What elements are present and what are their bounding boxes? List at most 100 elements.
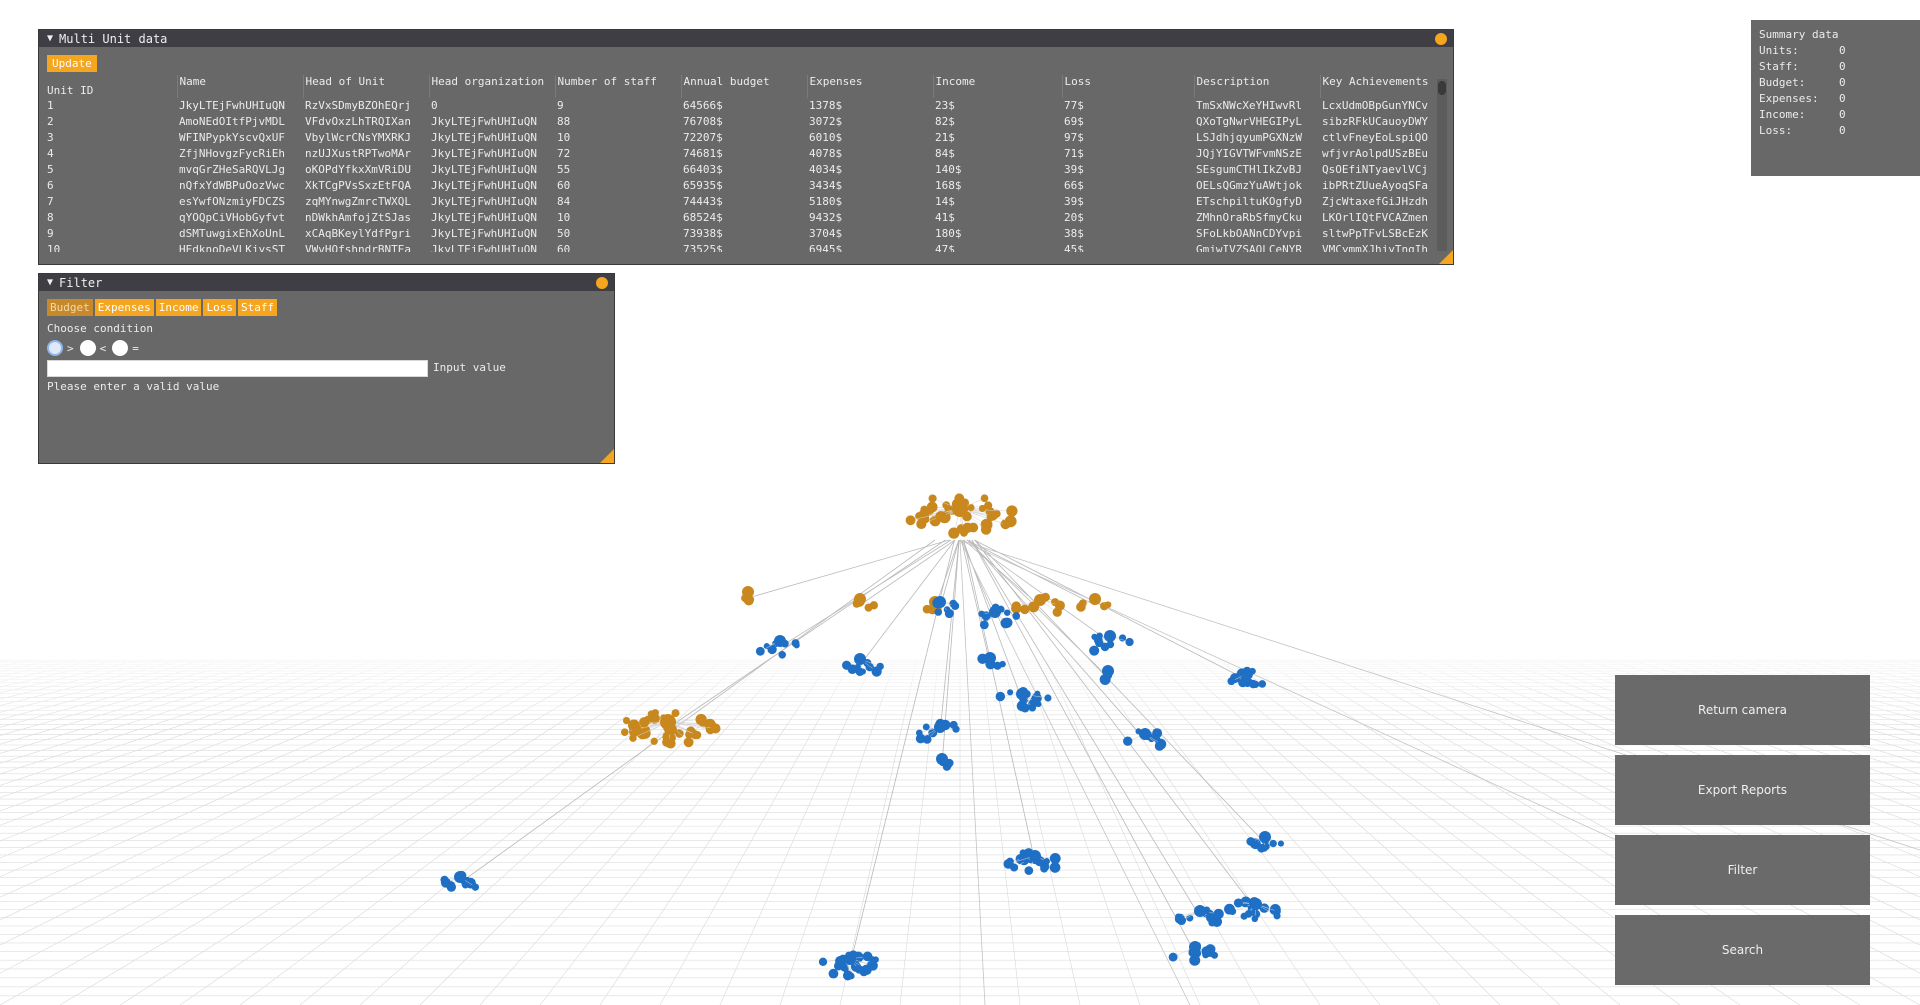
cluster-hub-node[interactable]: [844, 953, 856, 965]
graph-node[interactable]: [1011, 603, 1022, 614]
resize-grip-icon[interactable]: [1439, 250, 1453, 264]
graph-node[interactable]: [683, 737, 694, 748]
graph-node[interactable]: [1189, 954, 1201, 966]
graph-node[interactable]: [671, 709, 680, 718]
cluster-hub-node[interactable]: [1104, 630, 1116, 642]
graph-node[interactable]: [842, 660, 852, 670]
cluster-hub-node[interactable]: [1034, 594, 1046, 606]
table-row[interactable]: 7 esYwfONzmiyFDCZS zqMYnwgZmrcTWXQL JkyLTEj…: [45, 194, 1445, 210]
cluster-hub-node[interactable]: [934, 596, 946, 608]
window-close-icon[interactable]: [596, 277, 608, 289]
graph-node[interactable]: [1186, 914, 1194, 922]
graph-node[interactable]: [639, 717, 650, 728]
cluster-hub-node[interactable]: [742, 586, 754, 598]
graph-node[interactable]: [922, 604, 932, 614]
table-row[interactable]: 3 WFINPypkYscvQxUF VbylWcrCNsYMXRKJ JkyLTEj…: [45, 130, 1445, 146]
graph-node[interactable]: [952, 725, 960, 733]
graph-node[interactable]: [1003, 859, 1014, 869]
column-header[interactable]: Annual budget: [681, 75, 808, 98]
unit-cluster[interactable]: [915, 718, 960, 744]
table-row[interactable]: 1 JkyLTEjFwhUHIuQN RzVxSDmyBZOhEQrj 0 9 64566…: [45, 98, 1445, 114]
column-header[interactable]: Head organization: [429, 75, 556, 98]
graph-node[interactable]: [835, 956, 845, 966]
graph-node[interactable]: [1152, 728, 1163, 739]
tab-expenses[interactable]: Expenses: [94, 299, 154, 316]
graph-node[interactable]: [1244, 909, 1253, 918]
unit-cluster[interactable]: [842, 653, 884, 677]
unit-cluster[interactable]: [977, 652, 1006, 670]
graph-node[interactable]: [1044, 694, 1052, 702]
organization-cluster[interactable]: [620, 709, 721, 749]
graph-node[interactable]: [978, 504, 987, 513]
column-header[interactable]: Name: [177, 75, 304, 98]
export-reports-button[interactable]: Export Reports: [1615, 755, 1870, 825]
organization-cluster[interactable]: [741, 586, 755, 606]
table-row[interactable]: 6 nQfxYdWBPuOozVwc XkTCgPVsSxzEtFQA JkyLTEj…: [45, 178, 1445, 194]
graph-node[interactable]: [978, 610, 985, 618]
graph-node[interactable]: [1040, 864, 1049, 873]
graph-node[interactable]: [951, 601, 960, 610]
graph-node[interactable]: [862, 951, 873, 962]
unit-cluster[interactable]: [1003, 848, 1061, 875]
graph-node[interactable]: [1168, 952, 1178, 962]
graph-node[interactable]: [980, 494, 989, 503]
multi-unit-data-title-bar[interactable]: ▼ Multi Unit data: [39, 30, 1453, 47]
graph-node[interactable]: [1277, 840, 1285, 847]
graph-node[interactable]: [1096, 632, 1103, 639]
cluster-hub-node[interactable]: [1089, 593, 1101, 605]
graph-node[interactable]: [620, 728, 629, 736]
cluster-hub-node[interactable]: [1194, 905, 1206, 917]
graph-node[interactable]: [791, 639, 800, 648]
unit-cluster[interactable]: [1174, 905, 1224, 927]
graph-node[interactable]: [1049, 852, 1061, 864]
graph-node[interactable]: [828, 968, 839, 979]
cluster-hub-node[interactable]: [1241, 668, 1253, 680]
tab-budget[interactable]: Budget: [47, 299, 93, 316]
graph-node[interactable]: [1246, 837, 1256, 846]
graph-node[interactable]: [842, 970, 853, 981]
unit-cluster[interactable]: [818, 950, 879, 981]
unit-cluster[interactable]: [932, 596, 960, 619]
graph-node[interactable]: [1049, 862, 1061, 873]
graph-node[interactable]: [926, 501, 938, 513]
search-button[interactable]: Search: [1615, 915, 1870, 985]
graph-node[interactable]: [1269, 839, 1277, 848]
graph-node[interactable]: [818, 957, 828, 966]
tab-staff[interactable]: Staff: [237, 299, 278, 316]
unit-cluster[interactable]: [978, 603, 1021, 630]
cluster-hub-node[interactable]: [984, 652, 996, 664]
window-close-icon[interactable]: [1435, 33, 1447, 45]
graph-node[interactable]: [1012, 612, 1021, 620]
column-header[interactable]: Income: [933, 75, 1063, 98]
graph-node[interactable]: [1118, 634, 1127, 642]
organization-cluster[interactable]: [1011, 592, 1065, 617]
graph-node[interactable]: [1002, 520, 1011, 529]
graph-node[interactable]: [921, 515, 930, 524]
table-row[interactable]: 5 mvqGrZHeSaRQVLJg oKOPdYfkxXmVRiDU JkyLTEj…: [45, 162, 1445, 178]
graph-node[interactable]: [440, 877, 451, 888]
graph-node[interactable]: [1104, 601, 1112, 609]
graph-node[interactable]: [1007, 689, 1014, 696]
graph-node[interactable]: [1174, 914, 1185, 924]
unit-cluster[interactable]: [1123, 728, 1167, 751]
graph-node[interactable]: [867, 961, 874, 968]
table-row[interactable]: 10 HEdknoDeVLKjysST VWvHOfshndrBNTEa JkyLTE…: [45, 242, 1445, 252]
units-table[interactable]: Unit ID Name Head of Unit Head organization…: [45, 75, 1445, 252]
unit-cluster[interactable]: [1089, 630, 1134, 656]
graph-node[interactable]: [1043, 857, 1050, 865]
graph-node[interactable]: [1227, 677, 1236, 686]
graph-node[interactable]: [755, 646, 765, 656]
graph-node[interactable]: [1258, 680, 1267, 688]
organization-cluster[interactable]: [905, 493, 1018, 539]
unit-cluster[interactable]: [1246, 831, 1285, 853]
update-button[interactable]: Update: [47, 55, 97, 72]
cluster-hub-node[interactable]: [1016, 688, 1028, 700]
table-row[interactable]: 9 dSMTuwgixEhXoUnL xCAqBKeylYdfPgri JkyLTEj…: [45, 226, 1445, 242]
cluster-hub-node[interactable]: [1029, 850, 1041, 862]
graph-nodes[interactable]: [440, 493, 1285, 981]
graph-node[interactable]: [1024, 866, 1034, 875]
column-header[interactable]: Unit ID: [45, 75, 178, 98]
graph-node[interactable]: [1076, 602, 1086, 612]
unit-cluster[interactable]: [755, 635, 800, 659]
